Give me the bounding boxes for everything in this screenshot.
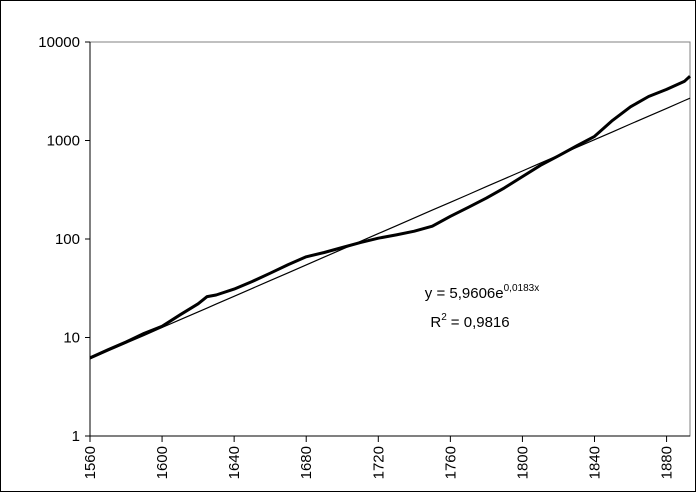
series-line (89, 97, 691, 360)
x-tick-label: 1600 (154, 446, 171, 479)
y-tick-label: 10000 (38, 34, 80, 51)
r-squared-base: R (430, 314, 441, 331)
r-squared: R2 = 0,9816 (430, 312, 509, 331)
y-tick-label: 10 (63, 330, 80, 347)
x-tick-label: 1640 (226, 446, 243, 479)
r-squared-value: = 0,9816 (451, 314, 510, 331)
equation-base: y = 5,9606e (425, 285, 504, 302)
y-tick-label: 1000 (47, 133, 80, 150)
equation: y = 5,9606e0,0183x (425, 283, 539, 302)
x-tick-label: 1760 (442, 446, 459, 479)
x-tick-label: 1880 (659, 446, 676, 479)
equation-exponent: 0,0183x (504, 283, 540, 294)
x-tick-label: 1560 (82, 446, 99, 479)
series-line (89, 75, 692, 360)
y-tick-label: 100 (55, 231, 80, 248)
x-tick-label: 1680 (298, 446, 315, 479)
y-tick-label: 1 (72, 428, 80, 445)
x-tick-label: 1840 (587, 446, 604, 479)
x-tick-label: 1720 (370, 446, 387, 479)
r-squared-exponent: 2 (441, 312, 447, 323)
x-tick-label: 1800 (514, 446, 531, 479)
